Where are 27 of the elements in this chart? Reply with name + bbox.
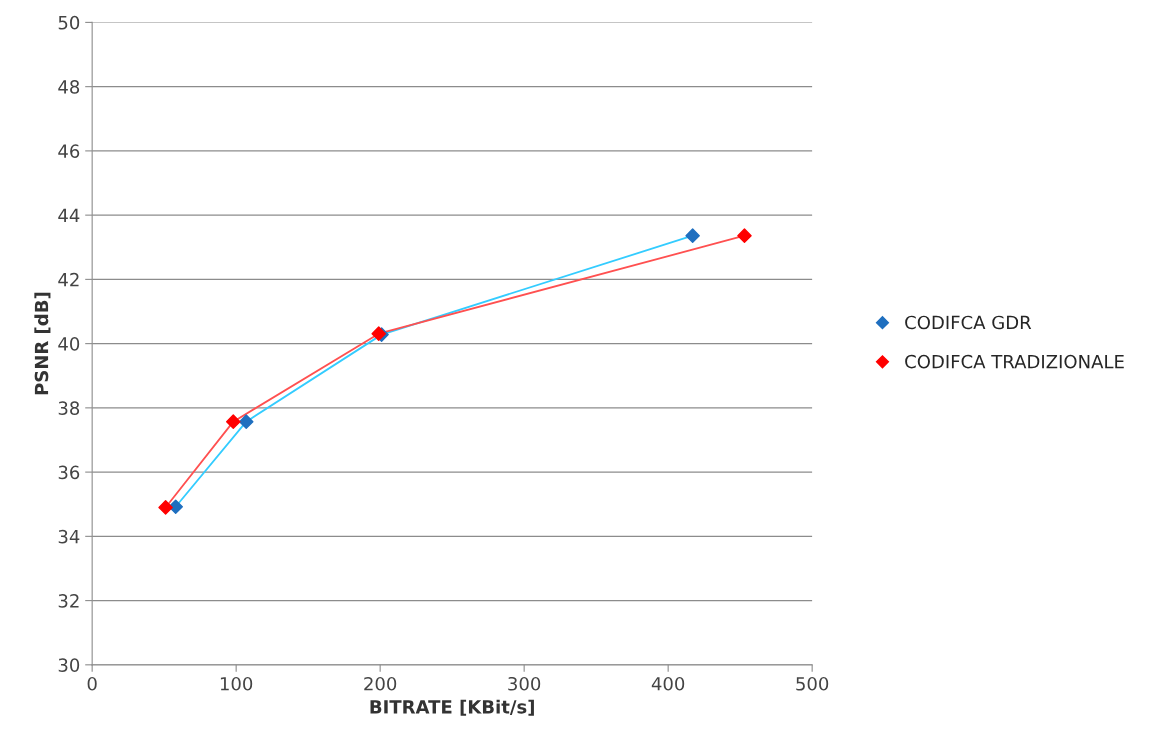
point — [158, 500, 173, 515]
x-tick-label: 300 — [508, 676, 541, 691]
point — [225, 414, 241, 429]
y-tick-label: 40 — [58, 337, 80, 351]
y-tick-label: 48 — [58, 80, 80, 94]
point — [737, 228, 752, 243]
y-tick-label: 50 — [58, 15, 80, 30]
point — [685, 228, 700, 243]
x-axis-title: BITRATE [KBit/s] — [370, 699, 534, 716]
y-tick-label: 44 — [58, 208, 80, 222]
y-tick-label: 46 — [58, 144, 80, 159]
y-tick-label: 36 — [58, 465, 80, 480]
x-tick-label: 0 — [87, 676, 97, 691]
legend-label: CODIFCA GDR — [905, 315, 1032, 330]
y-tick-label: 30 — [58, 658, 80, 672]
x-tick-label: 200 — [364, 676, 397, 691]
point — [238, 414, 254, 429]
x-tick-label: 500 — [796, 676, 829, 691]
x-tick-label: 100 — [220, 676, 253, 691]
x-tick-label: 400 — [651, 676, 685, 691]
legend-label: CODIFCA TRADIZIONALE — [905, 354, 1124, 369]
y-tick-label: 34 — [58, 529, 80, 544]
y-tick-label: 32 — [58, 594, 79, 608]
y-tick-label: 38 — [58, 401, 80, 415]
y-tick-label: 42 — [58, 272, 79, 287]
point — [168, 499, 183, 515]
y-axis-title: PSNR [dB] — [34, 292, 51, 395]
